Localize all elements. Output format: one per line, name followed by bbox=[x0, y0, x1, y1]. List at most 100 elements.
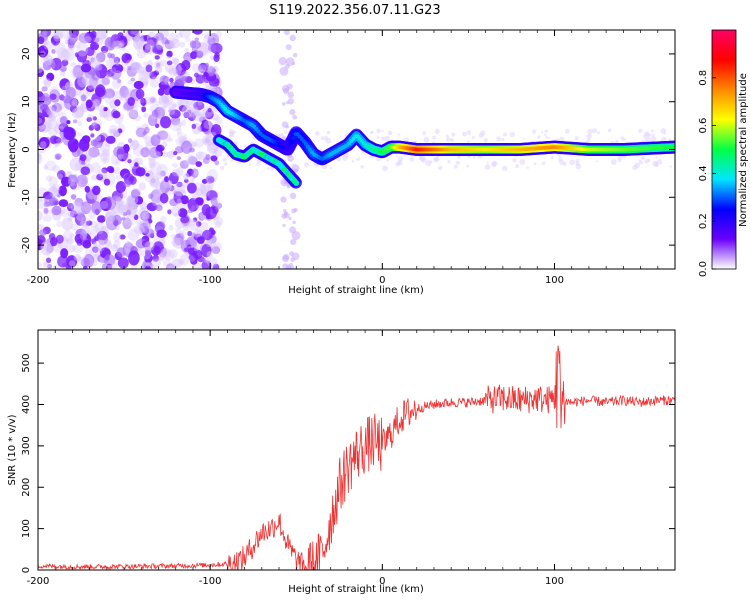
noise-speckle bbox=[105, 241, 113, 250]
noise-speckle bbox=[41, 86, 48, 92]
signal-core bbox=[285, 147, 290, 152]
noise-speckle bbox=[45, 257, 52, 264]
noise-speckle bbox=[90, 133, 95, 138]
noise-speckle bbox=[176, 120, 181, 126]
noise-speckle bbox=[186, 218, 196, 227]
noise-speckle bbox=[169, 109, 181, 119]
noise-speckle bbox=[286, 184, 291, 189]
signal-core bbox=[308, 147, 313, 152]
noise-speckle bbox=[648, 133, 652, 137]
noise-speckle bbox=[152, 258, 162, 268]
noise-speckle bbox=[141, 212, 150, 220]
noise-speckle bbox=[163, 176, 169, 183]
noise-speckle bbox=[149, 76, 159, 88]
noise-speckle bbox=[483, 138, 488, 143]
noise-speckle bbox=[96, 30, 107, 40]
noise-speckle bbox=[455, 160, 461, 166]
noise-speckle bbox=[564, 129, 570, 134]
noise-speckle bbox=[127, 159, 132, 164]
noise-speckle bbox=[133, 214, 139, 221]
noise-speckle bbox=[188, 219, 199, 231]
noise-speckle bbox=[122, 143, 130, 153]
noise-speckle bbox=[59, 71, 66, 77]
spectrogram-x-axis-label: Height of straight line (km) bbox=[288, 285, 424, 296]
noise-speckle bbox=[541, 131, 544, 134]
noise-speckle bbox=[155, 204, 163, 212]
noise-speckle bbox=[150, 114, 157, 120]
noise-speckle bbox=[142, 61, 147, 66]
noise-speckle bbox=[419, 155, 426, 162]
noise-speckle bbox=[144, 265, 151, 269]
noise-speckle bbox=[193, 226, 204, 239]
noise-speckle bbox=[191, 63, 202, 73]
colorbar-ticks: 0.0 0.2 0.4 0.6 0.8 bbox=[698, 70, 716, 277]
noise-speckle bbox=[156, 229, 167, 238]
noise-speckle bbox=[142, 43, 151, 54]
noise-speckle bbox=[90, 174, 99, 181]
noise-speckle bbox=[133, 114, 142, 122]
noise-speckle bbox=[207, 65, 215, 72]
noise-speckle bbox=[179, 230, 186, 237]
noise-speckle bbox=[96, 173, 104, 181]
noise-speckle bbox=[166, 60, 173, 66]
noise-speckle bbox=[96, 135, 102, 142]
noise-speckle bbox=[134, 33, 144, 46]
noise-speckle bbox=[157, 106, 166, 115]
signal-core bbox=[293, 179, 300, 186]
noise-speckle bbox=[70, 177, 83, 191]
noise-speckle bbox=[52, 264, 60, 269]
noise-speckle bbox=[59, 116, 68, 126]
noise-speckle bbox=[84, 185, 91, 193]
noise-speckle bbox=[205, 175, 215, 184]
noise-speckle bbox=[134, 196, 144, 205]
noise-speckle bbox=[194, 108, 201, 117]
noise-speckle bbox=[319, 148, 322, 151]
noise-speckle bbox=[176, 131, 183, 138]
noise-speckle bbox=[187, 230, 193, 237]
noise-speckle bbox=[57, 169, 66, 180]
signal-core bbox=[289, 140, 294, 145]
noise-speckle bbox=[46, 118, 58, 130]
noise-speckle bbox=[376, 136, 380, 139]
noise-speckle bbox=[160, 247, 172, 259]
noise-speckle bbox=[286, 83, 293, 90]
noise-speckle bbox=[591, 128, 598, 134]
noise-speckle bbox=[202, 136, 214, 146]
noise-speckle bbox=[74, 162, 82, 171]
noise-speckle bbox=[74, 212, 86, 226]
noise-speckle bbox=[574, 136, 579, 141]
noise-speckle bbox=[466, 164, 469, 168]
noise-speckle bbox=[279, 66, 289, 76]
noise-speckle bbox=[158, 59, 167, 67]
spectrogram-x-tick-label: -200 bbox=[27, 275, 50, 286]
noise-speckle bbox=[113, 70, 122, 78]
noise-speckle bbox=[170, 206, 181, 217]
noise-speckle bbox=[82, 265, 88, 269]
noise-speckle bbox=[471, 135, 475, 140]
noise-speckle bbox=[81, 135, 91, 144]
noise-speckle bbox=[133, 224, 145, 235]
noise-speckle bbox=[384, 135, 391, 142]
noise-speckle bbox=[202, 105, 214, 118]
noise-speckle bbox=[130, 211, 136, 218]
noise-speckle bbox=[207, 190, 219, 201]
noise-speckle bbox=[86, 220, 93, 226]
noise-speckle bbox=[150, 189, 163, 203]
noise-speckle bbox=[283, 181, 287, 185]
noise-speckle bbox=[92, 261, 98, 267]
noise-speckle bbox=[315, 131, 320, 136]
noise-speckle bbox=[283, 130, 288, 134]
snr-y-axis-label: SNR (10 * v/v) bbox=[7, 414, 18, 485]
noise-speckle bbox=[187, 247, 198, 256]
noise-speckle bbox=[46, 72, 55, 82]
noise-speckle bbox=[669, 165, 672, 168]
noise-speckle bbox=[541, 161, 546, 166]
noise-speckle bbox=[173, 182, 186, 197]
noise-speckle bbox=[148, 96, 158, 105]
noise-speckle bbox=[202, 157, 210, 164]
noise-speckle bbox=[70, 194, 77, 200]
noise-speckle bbox=[207, 108, 212, 113]
noise-speckle bbox=[56, 47, 68, 58]
noise-speckle bbox=[113, 240, 121, 250]
noise-speckle bbox=[74, 197, 84, 207]
